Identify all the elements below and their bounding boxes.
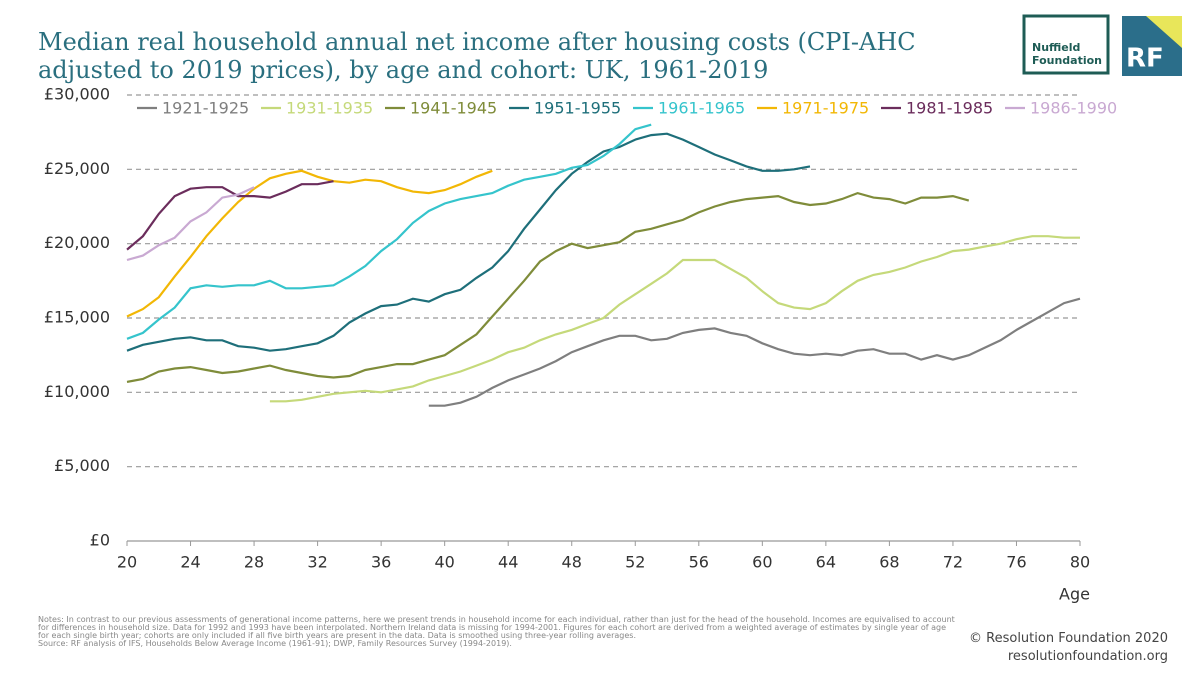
legend-label: 1931-1935 bbox=[286, 99, 373, 118]
legend-label: 1971-1975 bbox=[782, 99, 869, 118]
y-tick-label: £25,000 bbox=[44, 159, 110, 178]
x-tick-label: 76 bbox=[1006, 553, 1026, 572]
notes-text: Notes: In contrast to our previous asses… bbox=[38, 615, 955, 640]
source-text: Source: RF analysis of IFS, Households B… bbox=[38, 639, 512, 648]
x-tick-label: 36 bbox=[371, 553, 391, 572]
series-line bbox=[269, 235, 1080, 403]
series-line bbox=[126, 180, 334, 251]
series-line bbox=[428, 297, 1081, 407]
series-line bbox=[126, 191, 970, 383]
x-tick-label: 80 bbox=[1070, 553, 1090, 572]
x-tick-label: 56 bbox=[689, 553, 709, 572]
x-tick-label: 28 bbox=[244, 553, 264, 572]
website: resolutionfoundation.org bbox=[1007, 649, 1168, 664]
y-tick-label: £15,000 bbox=[44, 308, 110, 327]
legend-label: 1961-1965 bbox=[658, 99, 745, 118]
x-axis-label: Age bbox=[1059, 585, 1090, 604]
rf-logo-accent bbox=[1146, 16, 1182, 48]
x-tick-label: 24 bbox=[180, 553, 200, 572]
x-tick-label: 20 bbox=[117, 553, 137, 572]
x-tick-label: 64 bbox=[816, 553, 836, 572]
y-tick-label: £30,000 bbox=[44, 85, 110, 104]
legend-label: 1941-1945 bbox=[410, 99, 497, 118]
logo-text: RF bbox=[1126, 44, 1164, 74]
x-tick-label: 40 bbox=[434, 553, 454, 572]
series-line bbox=[126, 169, 493, 318]
series-line bbox=[126, 123, 652, 340]
series-line bbox=[126, 132, 811, 352]
x-tick-label: 60 bbox=[752, 553, 772, 572]
nuffield-logo bbox=[1022, 14, 1110, 75]
y-tick-label: £5,000 bbox=[54, 456, 110, 475]
logo-text: Nuffield bbox=[1032, 41, 1080, 54]
y-tick-label: £20,000 bbox=[44, 233, 110, 252]
x-tick-label: 32 bbox=[307, 553, 327, 572]
series-line bbox=[126, 186, 255, 262]
y-tick-label: £0 bbox=[90, 531, 110, 550]
legend-label: 1981-1985 bbox=[906, 99, 993, 118]
x-tick-label: 68 bbox=[879, 553, 899, 572]
x-tick-label: 52 bbox=[625, 553, 645, 572]
y-tick-label: £10,000 bbox=[44, 382, 110, 401]
chart-title: Median real household annual net income … bbox=[38, 28, 916, 84]
notes: Notes: In contrast to our previous asses… bbox=[38, 616, 958, 648]
x-tick-label: 44 bbox=[498, 553, 518, 572]
x-tick-label: 72 bbox=[943, 553, 963, 572]
copyright: © Resolution Foundation 2020 bbox=[969, 631, 1168, 646]
legend-label: 1921-1925 bbox=[162, 99, 249, 118]
legend-label: 1986-1990 bbox=[1030, 99, 1117, 118]
logo-text: Foundation bbox=[1032, 54, 1102, 67]
x-tick-label: 48 bbox=[562, 553, 582, 572]
legend-label: 1951-1955 bbox=[534, 99, 621, 118]
credits: © Resolution Foundation 2020 resolutionfo… bbox=[969, 630, 1168, 666]
